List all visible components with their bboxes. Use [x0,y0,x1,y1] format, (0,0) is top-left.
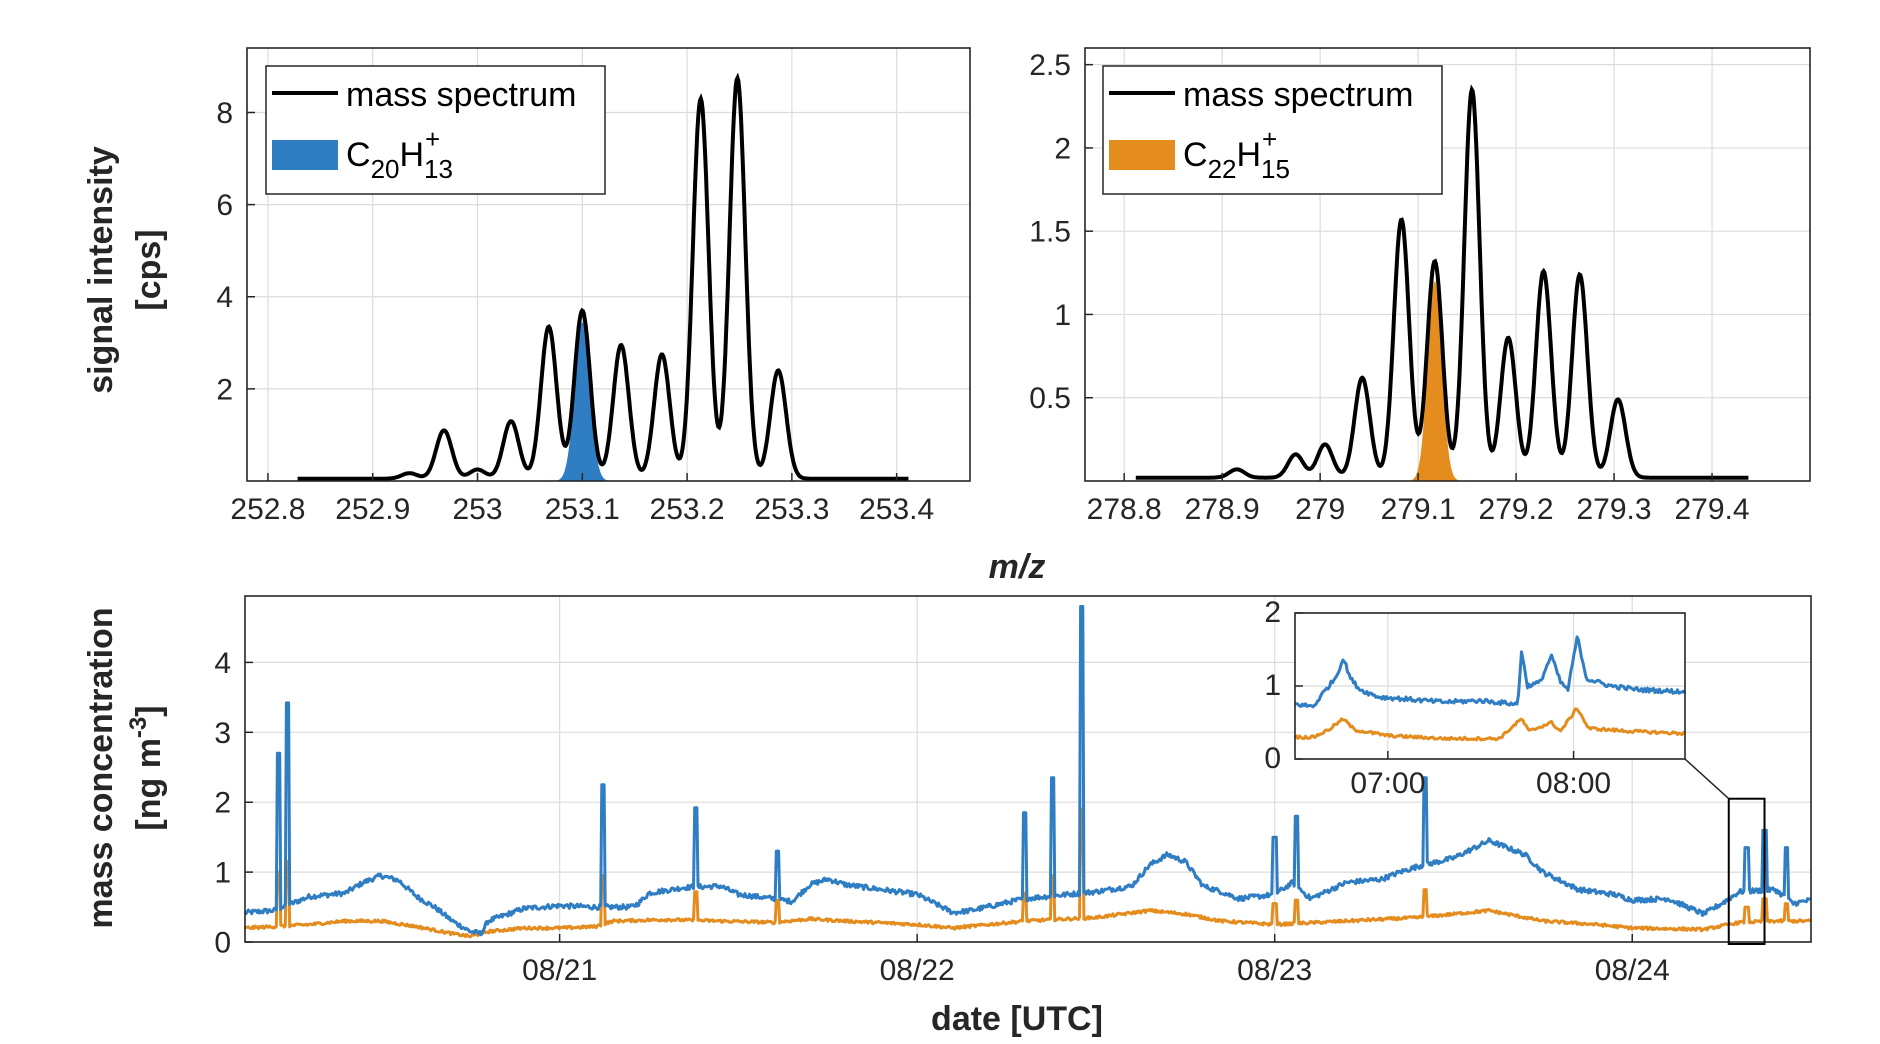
left-spectrum-yticks: 2 4 6 8 [216,97,255,406]
date-xlabel: date [UTC] [931,1000,1103,1038]
x-tick-label: 08:00 [1536,767,1611,800]
x-tick-label: 253.3 [754,493,829,526]
y-tick-label: 4 [216,281,233,314]
left-legend-box [265,65,606,195]
x-tick-label: 278.9 [1185,493,1260,526]
right-legend-box [1102,65,1443,195]
right-spectrum-legend: mass spectrum C22H15+ [1102,65,1443,195]
right-spectrum-xticks: 278.8 278.9 279 279.1 279.2 279.3 279.4 [1087,473,1750,526]
timeseries-xticks: 08/21 08/22 08/23 08/24 [522,934,1670,987]
timeseries-yticks: 0 1 2 3 4 [214,647,253,960]
inset-yticks: 0 1 2 [1264,596,1303,775]
y-tick-label: 1 [1264,669,1281,702]
right-spectrum-yticks: 0.5 1 1.5 2 2.5 [1029,49,1093,415]
y-tick-label: 2 [216,373,233,406]
right-legend-label-formula: C22H15+ [1183,124,1290,184]
y-tick-label: 2 [1054,132,1071,165]
inset-c20h13-line [1295,635,1687,709]
left-spectrum-legend: mass spectrum C20H13+ [265,65,606,195]
x-tick-label: 07:00 [1350,767,1425,800]
x-tick-label: 279.3 [1577,493,1652,526]
x-tick-label: 08/23 [1237,954,1312,987]
inset-panel: 07:00 08:00 0 1 2 [1264,596,1687,800]
x-tick-label: 253 [452,493,502,526]
spectra-ylabel-line1: signal intensity [82,146,120,394]
x-tick-label: 279.2 [1479,493,1554,526]
right-spectrum-frame [1084,47,1811,482]
c22h15-peak-fill [1406,281,1463,481]
timeseries-ylabel-line2: [ng m-3] [125,705,168,830]
y-tick-label: 6 [216,189,233,222]
mz-xlabel: m/z [989,548,1046,586]
right-legend-fill-swatch [1109,140,1175,170]
x-tick-label: 08/21 [522,954,597,987]
c20h13-timeseries-line [243,605,1812,937]
x-tick-label: 252.8 [230,493,305,526]
x-tick-label: 08/22 [880,954,955,987]
inset-connector-line [1684,758,1730,800]
x-tick-label: 08/24 [1595,954,1670,987]
left-mass-spectrum-line [297,72,909,481]
inset-c22h15-line [1293,707,1687,742]
spectrum-panel-left: 252.8 252.9 253 253.1 253.2 253.3 253.4 2 4 6 8 m… [216,47,971,526]
y-tick-label: 0 [1264,742,1281,775]
left-spectrum-frame [246,47,971,482]
x-tick-label: 253.2 [650,493,725,526]
x-tick-label: 279.1 [1381,493,1456,526]
y-tick-label: 2 [214,787,231,820]
inset-window-box [1727,797,1766,946]
x-tick-label: 253.1 [545,493,620,526]
y-tick-label: 0 [214,927,231,960]
right-mass-spectrum-line [1135,84,1749,480]
y-tick-label: 2.5 [1029,49,1071,82]
timeseries-frame [244,595,1812,943]
y-tick-label: 3 [214,717,231,750]
x-tick-label: 252.9 [335,493,410,526]
x-tick-label: 253.4 [859,493,934,526]
left-spectrum-xticks: 252.8 252.9 253 253.1 253.2 253.3 253.4 [230,473,934,526]
timeseries-ylabel-line1: mass concentration [82,607,120,928]
c20h13-peak-fill [552,322,613,481]
spectra-ylabel-line2: [cps] [130,229,168,310]
inset-xticks: 07:00 08:00 [1350,751,1611,800]
right-legend-label-spectrum: mass spectrum [1183,76,1414,114]
y-tick-label: 1.5 [1029,216,1071,249]
c22h15-timeseries-line [243,807,1812,939]
left-legend-label-formula: C20H13+ [346,124,453,184]
left-legend-label-spectrum: mass spectrum [346,76,577,114]
y-tick-label: 0.5 [1029,382,1071,415]
y-tick-label: 8 [216,97,233,130]
x-tick-label: 279.4 [1674,493,1749,526]
x-tick-label: 278.8 [1087,493,1162,526]
y-tick-label: 1 [1054,299,1071,332]
y-tick-label: 4 [214,647,231,680]
left-legend-fill-swatch [272,140,338,170]
y-tick-label: 1 [214,857,231,890]
spectrum-panel-right: 278.8 278.9 279 279.1 279.2 279.3 279.4 0.5 1 1.… [1029,47,1811,526]
y-tick-label: 2 [1264,596,1281,629]
x-tick-label: 279 [1295,493,1345,526]
